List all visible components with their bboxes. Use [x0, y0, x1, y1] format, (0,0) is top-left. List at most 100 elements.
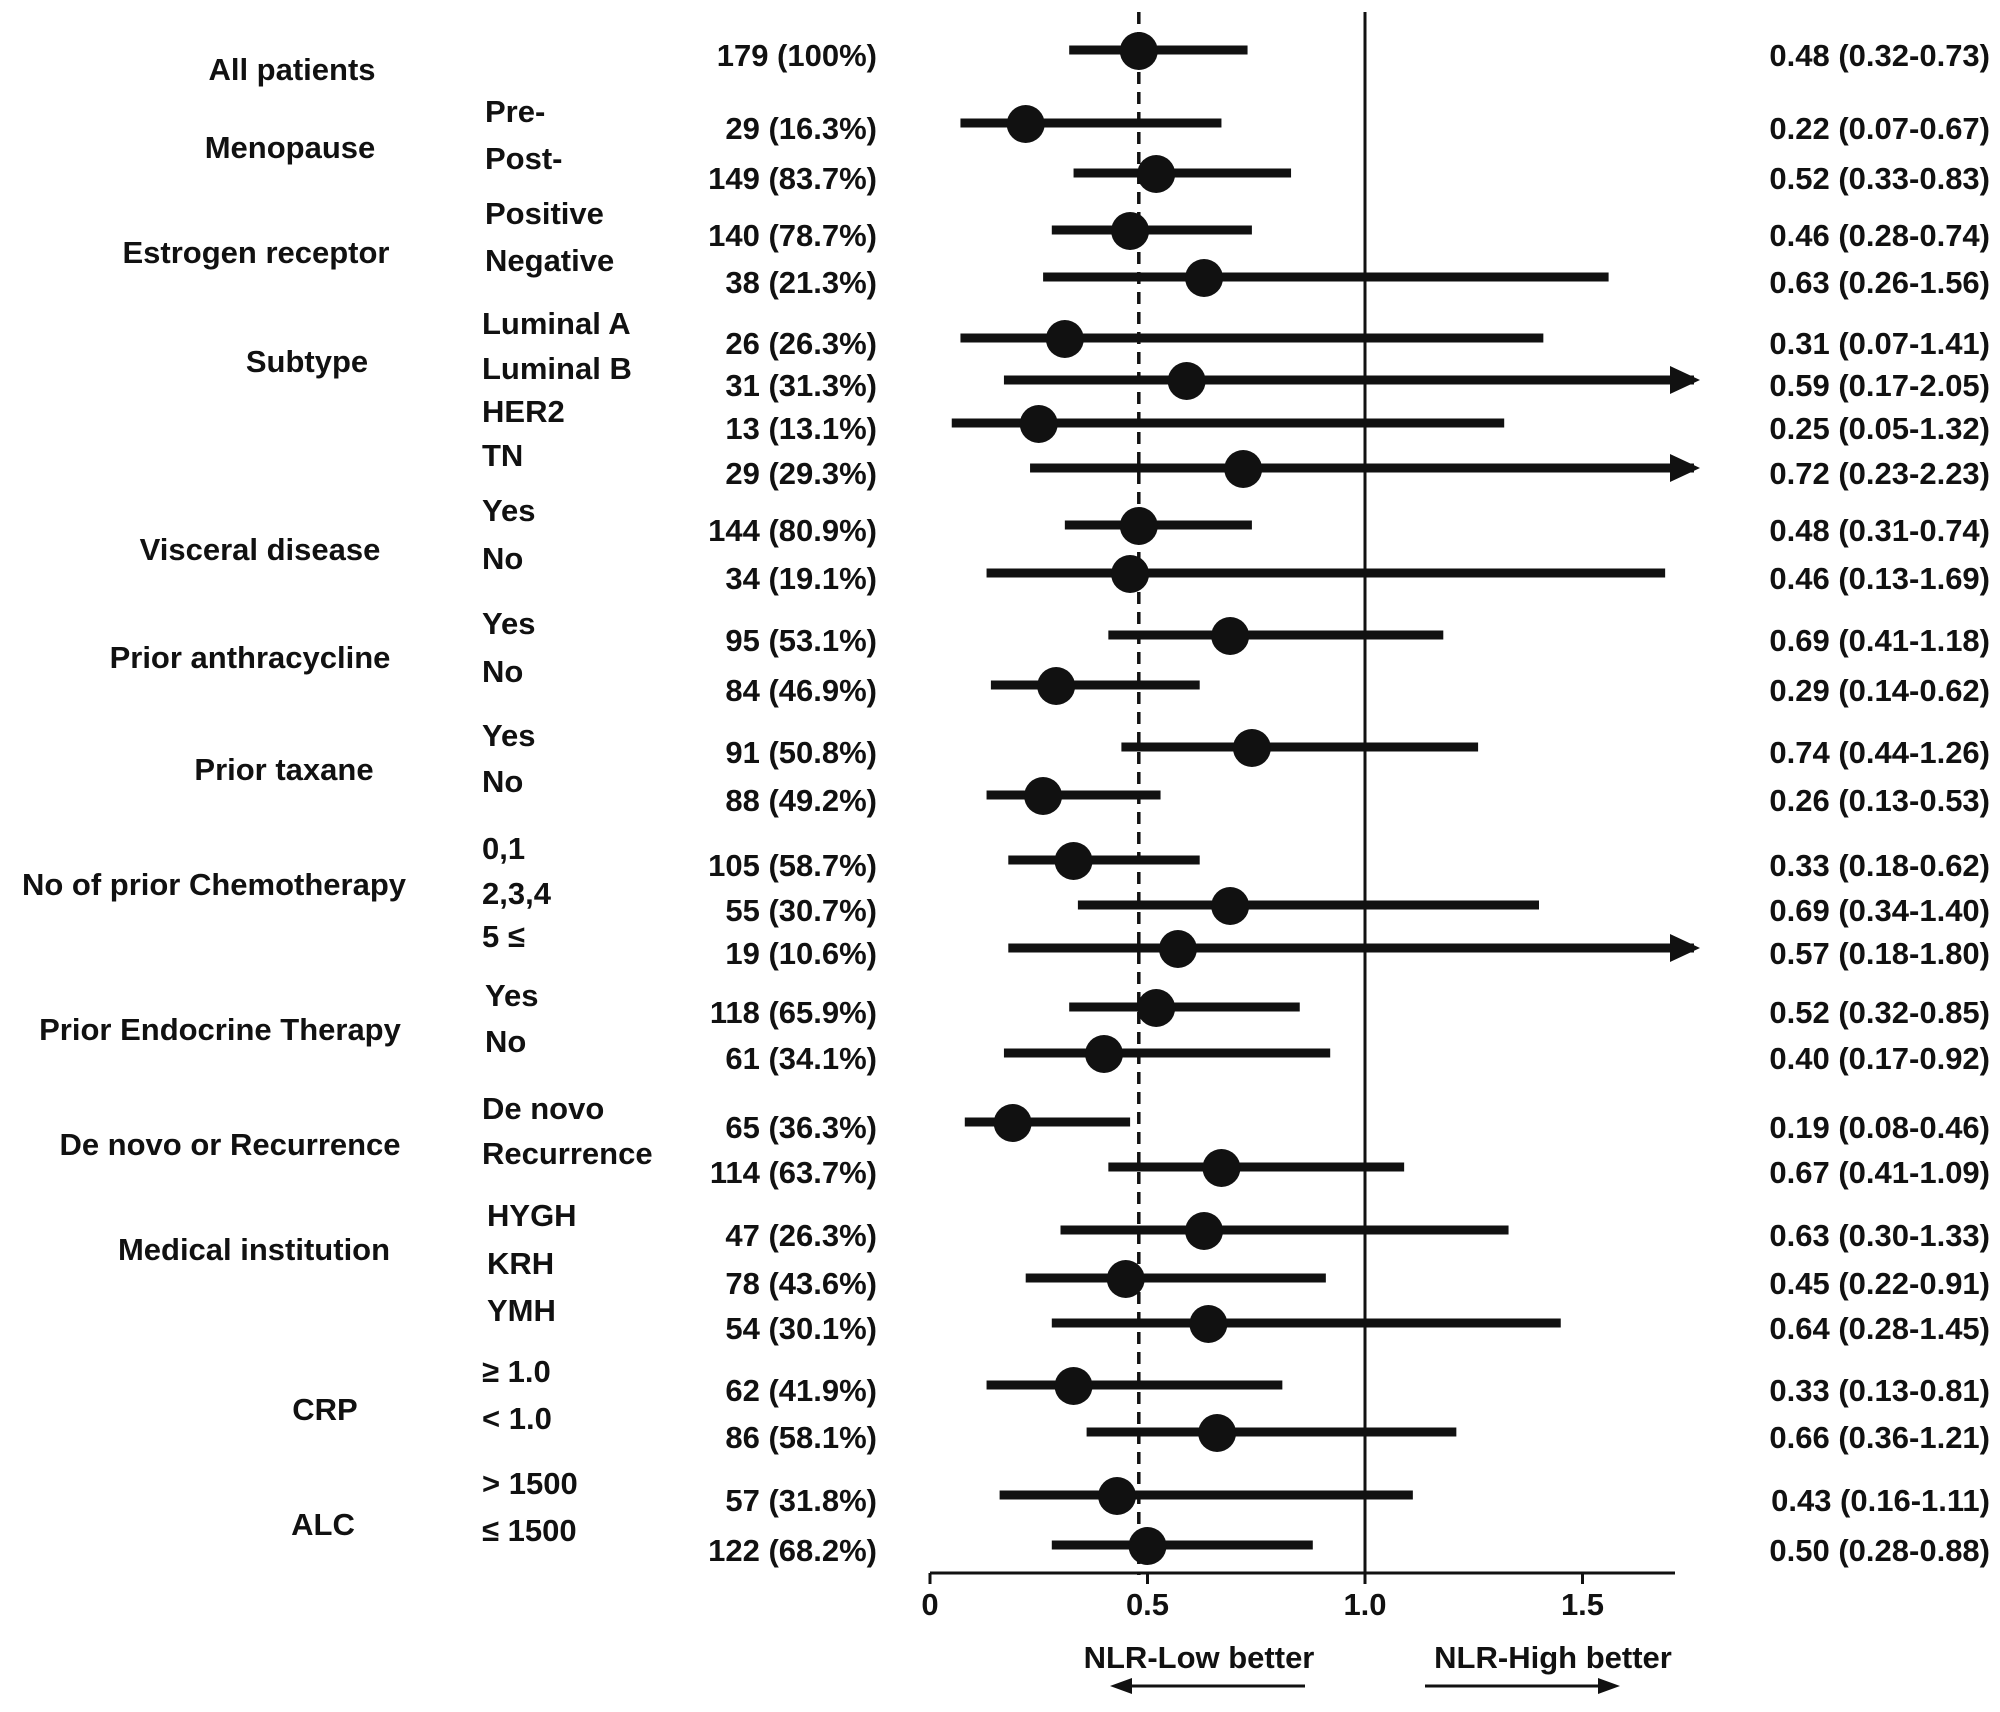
row-n-label: 84 (46.9%)	[725, 673, 877, 708]
subgroup-label: Yes	[482, 718, 535, 753]
row-n-label: 65 (36.3%)	[725, 1110, 877, 1145]
row-hr-ci-label: 0.59 (0.17-2.05)	[1769, 368, 1990, 403]
group-label: Subtype	[246, 344, 368, 379]
row-n-label: 105 (58.7%)	[708, 848, 877, 883]
row-hr-ci-label: 0.57 (0.18-1.80)	[1769, 936, 1990, 971]
subgroup-label: HER2	[482, 394, 565, 429]
row-n-label: 118 (65.9%)	[710, 995, 877, 1030]
row-hr-ci-label: 0.33 (0.13-0.81)	[1769, 1373, 1990, 1408]
group-label: All patients	[208, 52, 375, 87]
row-n-label: 86 (58.1%)	[725, 1420, 877, 1455]
row-hr-ci-label: 0.72 (0.23-2.23)	[1769, 456, 1990, 491]
hr-point	[1211, 887, 1250, 925]
row-hr-ci-label: 0.26 (0.13-0.53)	[1769, 783, 1990, 818]
group-label: Prior Endocrine Therapy	[39, 1012, 402, 1047]
row-hr-ci-label: 0.66 (0.36-1.21)	[1769, 1420, 1990, 1455]
group-label: Menopause	[205, 130, 376, 165]
subgroup-label: No	[482, 541, 523, 576]
subgroup-label: 5 ≤	[482, 919, 525, 954]
row-hr-ci-label: 0.33 (0.18-0.62)	[1769, 848, 1990, 883]
hr-point	[1054, 842, 1093, 880]
subgroup-label: Yes	[482, 493, 535, 528]
row-n-label: 140 (78.7%)	[708, 218, 877, 253]
hr-point	[1167, 362, 1206, 400]
row-n-label: 88 (49.2%)	[725, 783, 877, 818]
hr-point	[1019, 405, 1058, 443]
hr-point	[1119, 32, 1158, 70]
group-label: Prior taxane	[194, 752, 373, 787]
row-n-label: 34 (19.1%)	[725, 561, 877, 596]
ci-arrow	[1670, 454, 1700, 482]
group-label: Medical institution	[118, 1232, 390, 1267]
row-n-label: 78 (43.6%)	[725, 1266, 877, 1301]
row-hr-ci-label: 0.67 (0.41-1.09)	[1769, 1155, 1990, 1190]
hr-point	[1054, 1367, 1093, 1405]
subgroup-label: TN	[482, 438, 523, 473]
hr-point	[1111, 212, 1150, 250]
hr-point	[1098, 1477, 1137, 1515]
hr-point	[1024, 777, 1063, 815]
hr-point	[1232, 729, 1271, 767]
hr-point	[1211, 617, 1250, 655]
row-n-label: 29 (16.3%)	[725, 111, 877, 146]
row-n-label: 61 (34.1%)	[725, 1041, 877, 1076]
row-hr-ci-label: 0.64 (0.28-1.45)	[1769, 1311, 1990, 1346]
group-label: CRP	[292, 1392, 357, 1427]
hr-point	[1185, 259, 1224, 297]
subgroup-label: 2,3,4	[482, 876, 552, 911]
hr-point	[1106, 1260, 1145, 1298]
group-label: ALC	[291, 1507, 355, 1542]
row-n-label: 54 (30.1%)	[725, 1311, 877, 1346]
row-n-label: 31 (31.3%)	[725, 368, 877, 403]
row-n-label: 95 (53.1%)	[725, 623, 877, 658]
subgroup-label: No	[482, 764, 523, 799]
row-n-label: 55 (30.7%)	[725, 893, 877, 928]
hr-point	[1128, 1527, 1167, 1565]
hr-point	[1224, 450, 1263, 488]
group-label: Prior anthracycline	[110, 640, 391, 675]
subgroup-label: ≥ 1.0	[482, 1354, 551, 1389]
row-hr-ci-label: 0.63 (0.30-1.33)	[1769, 1218, 1990, 1253]
row-hr-ci-label: 0.29 (0.14-0.62)	[1769, 673, 1990, 708]
row-n-label: 149 (83.7%)	[708, 161, 877, 196]
x-axis-tick-label: 1.0	[1343, 1587, 1386, 1622]
hr-point	[1158, 930, 1197, 968]
subgroup-label: Pre-	[485, 94, 545, 129]
row-n-label: 179 (100%)	[717, 38, 877, 73]
hr-point	[1045, 320, 1084, 358]
subgroup-label: < 1.0	[482, 1401, 552, 1436]
subgroup-label: Post-	[485, 141, 563, 176]
subgroup-label: 0,1	[482, 831, 525, 866]
row-n-label: 29 (29.3%)	[725, 456, 877, 491]
subgroup-label: Yes	[482, 606, 535, 641]
hr-point	[1185, 1212, 1224, 1250]
row-n-label: 144 (80.9%)	[708, 513, 877, 548]
row-hr-ci-label: 0.22 (0.07-0.67)	[1769, 111, 1990, 146]
row-n-label: 91 (50.8%)	[725, 735, 877, 770]
subgroup-label: YMH	[487, 1293, 556, 1328]
row-hr-ci-label: 0.40 (0.17-0.92)	[1769, 1041, 1990, 1076]
row-hr-ci-label: 0.45 (0.22-0.91)	[1769, 1266, 1990, 1301]
row-n-label: 19 (10.6%)	[725, 936, 877, 971]
row-n-label: 38 (21.3%)	[725, 265, 877, 300]
subgroup-label: Luminal B	[482, 351, 632, 386]
hr-point	[1137, 989, 1176, 1027]
hr-point	[1137, 155, 1176, 193]
row-n-label: 62 (41.9%)	[725, 1373, 877, 1408]
subgroup-label: Luminal A	[482, 306, 631, 341]
row-hr-ci-label: 0.52 (0.33-0.83)	[1769, 161, 1990, 196]
x-axis-tick-label: 1.5	[1561, 1587, 1604, 1622]
row-n-label: 13 (13.1%)	[725, 411, 877, 446]
hr-point	[1006, 105, 1045, 143]
subgroup-label: No	[482, 654, 523, 689]
row-hr-ci-label: 0.43 (0.16-1.11)	[1771, 1483, 1990, 1518]
row-hr-ci-label: 0.74 (0.44-1.26)	[1769, 735, 1990, 770]
hr-point	[1119, 507, 1158, 545]
hr-point	[1037, 667, 1076, 705]
group-label: De novo or Recurrence	[59, 1127, 400, 1162]
group-label: Visceral disease	[140, 532, 381, 567]
hr-point	[1189, 1305, 1228, 1343]
nlr-high-better-label: NLR-High better	[1434, 1640, 1672, 1675]
hr-point	[1111, 555, 1150, 593]
